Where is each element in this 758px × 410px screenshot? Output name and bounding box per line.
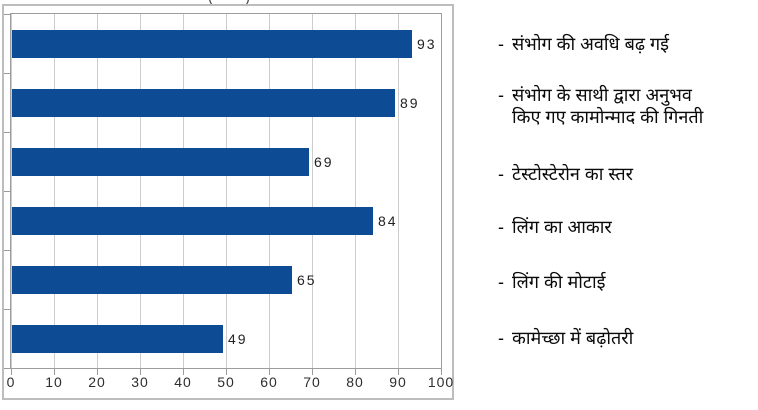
- category-tick: [4, 14, 11, 15]
- label-bullet: -: [498, 328, 504, 348]
- chart-frame: [2, 4, 454, 400]
- category-label-text: लिंग की मोटाई: [512, 272, 606, 292]
- category-label: - संभोग के साथी द्वारा अनुभव किए गए कामोन…: [498, 84, 703, 128]
- label-bullet: -: [498, 272, 504, 292]
- label-bullet: -: [498, 164, 504, 184]
- category-label: - टेस्टोस्टेरोन का स्तर: [498, 163, 633, 185]
- category-tick: [4, 309, 11, 310]
- bar: [12, 30, 412, 58]
- category-label: - संभोग की अवधि बढ़ गई: [498, 33, 669, 55]
- bar: [12, 266, 292, 294]
- category-tick: [4, 191, 11, 192]
- x-axis-tick-label: 90: [389, 374, 407, 390]
- x-axis-tick: [269, 369, 270, 375]
- label-bullet: -: [498, 34, 504, 54]
- x-axis-tick: [140, 369, 141, 375]
- category-label-text: टेस्टोस्टेरोन का स्तर: [512, 164, 634, 184]
- bar-value-label: 84: [378, 213, 398, 229]
- bar-value-label: 93: [417, 36, 437, 52]
- category-tick: [4, 250, 11, 251]
- x-axis-tick: [54, 369, 55, 375]
- bar: [12, 89, 395, 117]
- x-axis-tick-label: 0: [6, 374, 16, 390]
- category-label-text: संभोग के साथी द्वारा अनुभव किए गए कामोन्…: [512, 85, 704, 127]
- x-axis-tick: [441, 369, 442, 375]
- x-axis-tick-label: 30: [131, 374, 149, 390]
- x-axis-tick: [398, 369, 399, 375]
- plot-area: [10, 13, 442, 369]
- bar-value-label: 69: [314, 154, 334, 170]
- category-label-text: संभोग की अवधि बढ़ गई: [512, 34, 669, 54]
- x-axis-tick: [312, 369, 313, 375]
- x-axis-tick: [11, 369, 12, 375]
- x-axis-tick-label: 40: [174, 374, 192, 390]
- bar: [12, 207, 373, 235]
- bar-value-label: 89: [400, 95, 420, 111]
- category-tick: [4, 368, 11, 369]
- bar: [12, 148, 309, 176]
- label-bullet: -: [498, 85, 504, 105]
- category-tick: [4, 73, 11, 74]
- category-label: - लिंग का आकार: [498, 216, 612, 238]
- category-tick: [4, 132, 11, 133]
- x-axis-tick: [226, 369, 227, 375]
- x-axis-tick-label: 10: [45, 374, 63, 390]
- category-label-text: कामेच्छा में बढ़ोतरी: [512, 328, 634, 348]
- x-axis-tick: [355, 369, 356, 375]
- bar: [12, 325, 223, 353]
- category-label: - कामेच्छा में बढ़ोतरी: [498, 327, 633, 349]
- clipped-chart-title-fragment: ( ): [208, 0, 264, 6]
- x-axis-tick-label: 20: [88, 374, 106, 390]
- bar-value-label: 49: [228, 331, 248, 347]
- x-axis-tick-label: 70: [303, 374, 321, 390]
- bar-value-label: 65: [297, 272, 317, 288]
- category-labels: - संभोग की अवधि बढ़ गई - संभोग के साथी द्वा…: [498, 0, 756, 410]
- x-axis-tick-label: 50: [217, 374, 235, 390]
- x-axis-tick-label: 80: [346, 374, 364, 390]
- category-label: - लिंग की मोटाई: [498, 271, 606, 293]
- x-axis-tick: [183, 369, 184, 375]
- label-bullet: -: [498, 217, 504, 237]
- x-axis-tick-label: 60: [260, 374, 278, 390]
- x-axis-tick: [97, 369, 98, 375]
- category-label-text: लिंग का आकार: [512, 217, 612, 237]
- x-axis-tick-label: 100: [427, 374, 455, 390]
